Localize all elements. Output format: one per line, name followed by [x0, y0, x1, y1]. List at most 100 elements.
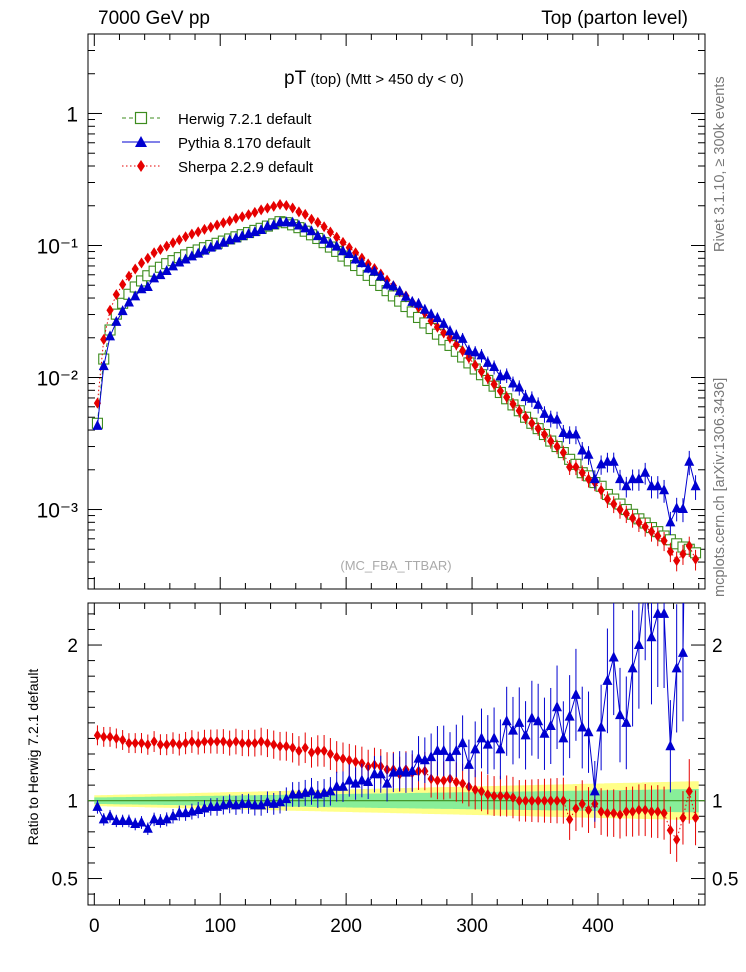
pythia-point	[256, 223, 267, 234]
pythia-ratio-point	[445, 751, 456, 762]
x-tick-label: 400	[582, 916, 614, 937]
pythia-point	[293, 219, 304, 230]
pythia-point	[489, 361, 500, 372]
y-tick-label: 10⁻¹	[37, 235, 78, 258]
pythia-point	[186, 250, 197, 261]
sherpa-ratio-point	[358, 757, 366, 769]
pythia-point	[633, 473, 644, 484]
sherpa-ratio-point	[144, 739, 152, 751]
legend-herwig-label: Herwig 7.2.1 default	[178, 111, 312, 128]
sherpa-ratio-point	[597, 806, 605, 818]
pythia-ratio-point	[413, 752, 424, 763]
herwig-line	[96, 221, 696, 554]
pythia-ratio-point	[256, 799, 267, 810]
pythia-point	[369, 265, 380, 276]
sherpa-ratio-point	[200, 736, 209, 748]
sherpa-ratio-point	[163, 739, 171, 751]
pythia-point	[526, 392, 537, 403]
pythia-point	[438, 317, 449, 328]
pythia-ratio-point	[533, 715, 544, 726]
sherpa-ratio-point	[333, 751, 341, 763]
pythia-ratio-point	[451, 744, 462, 755]
sherpa-ratio-point	[282, 740, 290, 752]
sherpa-ratio-point	[610, 807, 618, 819]
sherpa-ratio-point	[295, 745, 303, 757]
sherpa-ratio-point	[100, 731, 108, 743]
sherpa-ratio-point	[169, 737, 177, 749]
sherpa-ratio-point	[301, 742, 309, 754]
sherpa-ratio-point	[188, 736, 196, 748]
sherpa-point	[528, 417, 536, 429]
pythia-ratio-point	[558, 732, 569, 743]
ratio-y-tick-label: 2	[67, 636, 78, 657]
sherpa-point	[163, 240, 171, 252]
sherpa-point	[244, 209, 253, 221]
pythia-point	[558, 426, 569, 437]
sherpa-ratio-point	[521, 795, 530, 807]
sherpa-point	[515, 405, 523, 417]
pythia-ratio-point	[589, 785, 600, 796]
sherpa-ratio-point	[528, 795, 536, 807]
sherpa-ratio-point	[112, 732, 120, 744]
pythia-point	[275, 216, 286, 227]
x-tick-label: 0	[89, 916, 100, 937]
sherpa-ratio-point	[270, 739, 278, 751]
pythia-point	[193, 247, 204, 258]
pythia-point	[130, 290, 141, 301]
sherpa-ratio-point	[351, 756, 360, 768]
pythia-ratio-point	[671, 662, 682, 673]
pythia-point	[482, 356, 493, 367]
sherpa-ratio-point	[433, 774, 442, 786]
pythia-ratio-point	[684, 234, 694, 244]
pythia-point	[652, 480, 663, 491]
sherpa-ratio-point	[477, 785, 486, 797]
x-tick-label: 300	[456, 916, 488, 937]
legend: Herwig 7.2.1 default Pythia 8.170 defaul…	[122, 111, 314, 176]
sherpa-point	[282, 199, 290, 211]
sherpa-ratio-point	[515, 795, 523, 807]
pythia-ratio-point	[356, 774, 367, 785]
sherpa-point	[635, 516, 643, 528]
pythia-point	[212, 239, 223, 250]
sherpa-point	[339, 236, 347, 248]
pythia-point	[218, 236, 229, 247]
sherpa-point	[572, 461, 580, 473]
pythia-point	[457, 332, 468, 343]
pythia-ratio-point	[520, 729, 531, 740]
analysis-watermark: (MC_FBA_TTBAR)	[340, 558, 451, 573]
pythia-point	[149, 272, 160, 283]
pythia-ratio-point	[337, 780, 348, 791]
sherpa-point	[465, 352, 473, 364]
sherpa-point	[433, 321, 442, 333]
sherpa-point	[156, 243, 165, 255]
sherpa-ratio-point	[679, 812, 687, 824]
pythia-point	[123, 296, 134, 307]
sherpa-point	[137, 257, 146, 269]
pythia-point	[583, 448, 594, 459]
sherpa-point	[459, 345, 467, 357]
pythia-ratio-point	[501, 715, 512, 726]
sherpa-ratio-point	[137, 737, 146, 749]
sherpa-ratio-point	[660, 807, 668, 819]
sherpa-point	[144, 252, 152, 264]
sherpa-point	[131, 263, 139, 275]
pythia-point	[507, 377, 518, 388]
pythia-point	[413, 297, 424, 308]
pythia-ratio-point	[174, 807, 185, 818]
sherpa-point	[207, 221, 215, 233]
sherpa-ratio-point	[490, 790, 498, 802]
sherpa-ratio-point	[219, 736, 227, 748]
sherpa-point	[188, 228, 196, 240]
pythia-point	[665, 516, 676, 527]
sherpa-point	[534, 423, 542, 435]
pythia-point	[268, 219, 279, 230]
sherpa-ratio-point	[125, 737, 133, 749]
pythia-ratio-point	[149, 813, 160, 824]
pythia-point	[287, 216, 298, 227]
pythia-ratio-point	[350, 777, 361, 788]
sherpa-point	[471, 359, 479, 371]
pythia-ratio-point	[205, 800, 216, 811]
sherpa-point	[232, 212, 240, 224]
sherpa-ratio-point	[345, 754, 353, 766]
pythia-ratio-point	[344, 774, 355, 785]
